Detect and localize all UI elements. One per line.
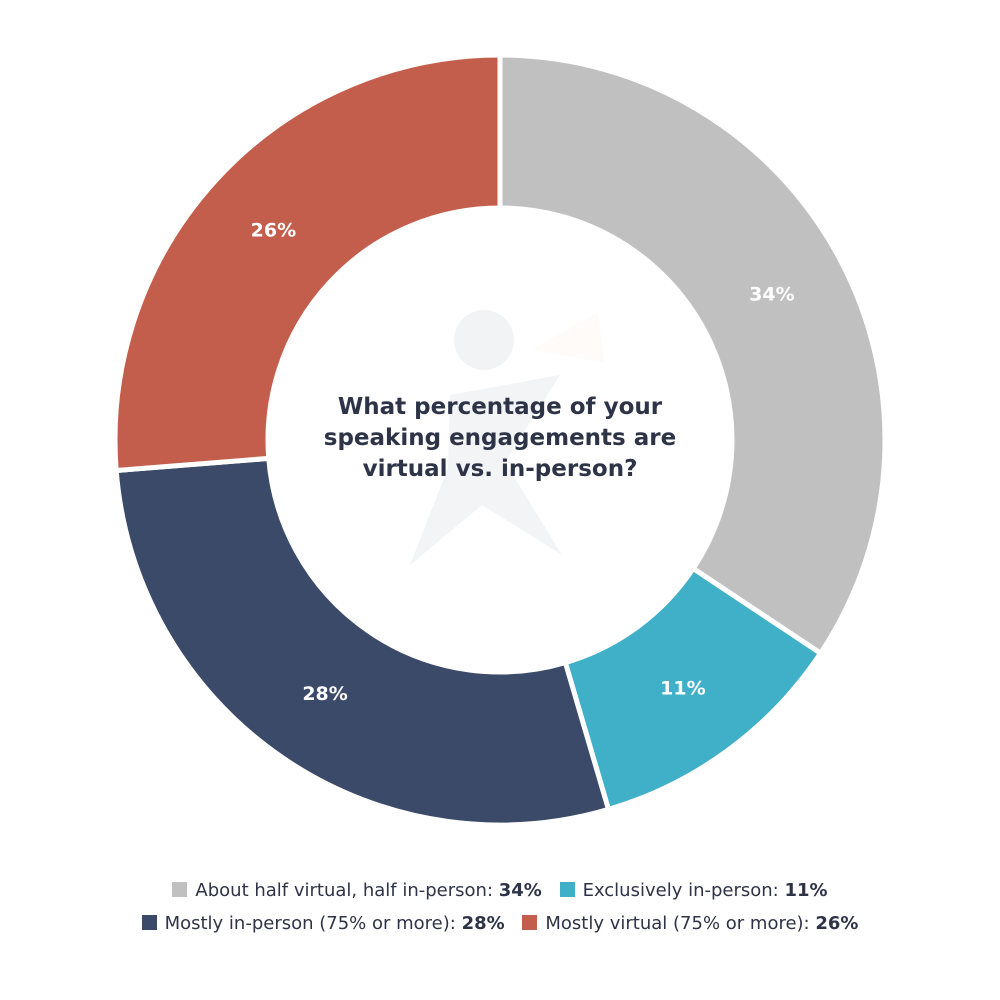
legend-value: 28%: [461, 913, 505, 934]
legend-value: 34%: [498, 880, 542, 901]
legend-item-mostly-virtual: Mostly virtual (75% or more): 26%: [522, 907, 858, 940]
legend-row: About half virtual, half in-person: 34% …: [0, 874, 1000, 907]
slice-label-about-half-virtual-half-in-person: 34%: [749, 283, 794, 305]
legend-swatch: [522, 915, 538, 930]
slice-label-exclusively-in-person: 11%: [660, 677, 705, 699]
donut-chart: 34% 11% 28% 26%: [112, 52, 888, 828]
legend-value: 11%: [784, 880, 828, 901]
logo-watermark: [410, 310, 562, 565]
legend-item-mostly-in-person: Mostly in-person (75% or more): 28%: [141, 907, 505, 940]
legend: About half virtual, half in-person: 34% …: [0, 874, 1000, 940]
legend-label: Mostly in-person (75% or more):: [164, 913, 462, 934]
legend-swatch: [141, 915, 157, 930]
slice-mostly-in-person-75-or-more: [113, 455, 611, 828]
legend-label: Exclusively in-person:: [582, 880, 785, 901]
chart-title: What percentage of your speaking engagem…: [323, 394, 677, 482]
slice-about-half-virtual-half-in-person: [497, 52, 888, 656]
legend-label: Mostly virtual (75% or more):: [545, 913, 816, 934]
legend-row: Mostly in-person (75% or more): 28% Most…: [0, 907, 1000, 940]
legend-label: About half virtual, half in-person:: [195, 880, 499, 901]
legend-value: 26%: [815, 913, 859, 934]
slice-label-mostly-in-person-75-or-more: 28%: [302, 683, 347, 705]
slice-mostly-virtual-75-or-more: [112, 52, 503, 474]
legend-item-exclusively-in-person: Exclusively in-person: 11%: [559, 874, 828, 907]
legend-swatch: [172, 882, 188, 897]
legend-item-about-half: About half virtual, half in-person: 34%: [172, 874, 542, 907]
legend-swatch: [559, 882, 575, 897]
slice-label-mostly-virtual-75-or-more: 26%: [251, 220, 296, 242]
